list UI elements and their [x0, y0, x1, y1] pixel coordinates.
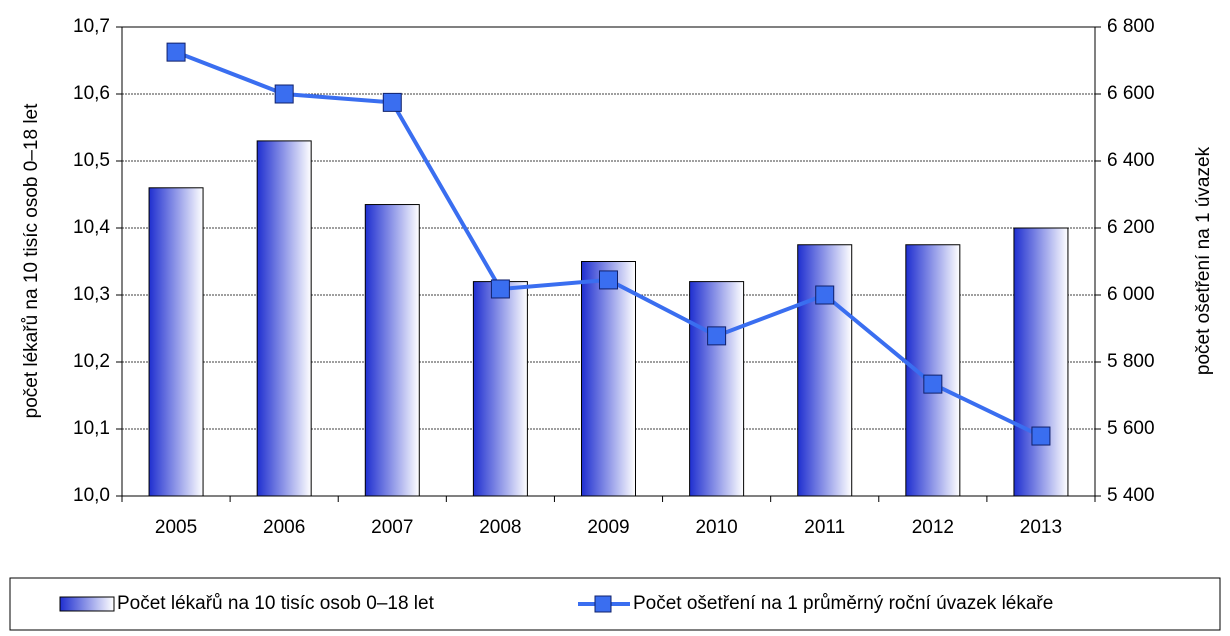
- marker: [1031, 426, 1051, 446]
- legend-box: [9, 577, 1221, 631]
- legend-swatch: [59, 596, 115, 612]
- x-tick-label: 2010: [695, 517, 737, 538]
- marker: [815, 285, 835, 305]
- y2-tick-label: 6 200: [1107, 217, 1155, 238]
- y2-tick-label: 5 600: [1107, 418, 1155, 439]
- y2-tick-label: 6 600: [1107, 83, 1155, 104]
- y2-tick-label: 5 400: [1107, 485, 1155, 506]
- marker: [166, 42, 186, 62]
- x-tick-label: 2011: [804, 517, 845, 538]
- y-tick-label: 10,4: [73, 217, 110, 238]
- y2-tick-label: 6 000: [1107, 284, 1155, 305]
- bar: [689, 281, 745, 497]
- y-tick-label: 10,2: [73, 351, 110, 372]
- bar: [364, 204, 420, 497]
- bar: [1013, 227, 1069, 497]
- bar: [581, 261, 636, 497]
- bar: [905, 244, 961, 497]
- legend-marker: [594, 595, 612, 613]
- x-tick-label: 2013: [1020, 517, 1062, 538]
- y-tick-label: 10,5: [73, 150, 110, 171]
- y-tick-label: 10,3: [73, 284, 110, 305]
- y-tick-label: 10,6: [73, 83, 110, 104]
- y2-tick-label: 6 800: [1107, 16, 1155, 37]
- y-tick-label: 10,0: [73, 485, 110, 506]
- marker: [382, 92, 402, 112]
- y2-axis-title: počet ošetření na 1 úvazek: [1193, 146, 1214, 375]
- x-tick-label: 2006: [263, 517, 305, 538]
- y-tick-label: 10,7: [73, 16, 110, 37]
- y2-tick-label: 6 400: [1107, 150, 1155, 171]
- bar: [472, 281, 528, 497]
- x-tick-label: 2007: [371, 517, 413, 538]
- legend-label: Počet lékařů na 10 tisíc osob 0–18 let: [117, 593, 435, 614]
- marker: [599, 270, 618, 290]
- y-tick-label: 10,1: [73, 418, 110, 439]
- bar: [148, 187, 204, 497]
- legend-label: Počet ošetření na 1 průměrný roční úvaze…: [633, 593, 1053, 614]
- marker: [923, 374, 943, 394]
- y2-tick-label: 5 800: [1107, 351, 1155, 372]
- y-axis-title: počet lékařů na 10 tisíc osob 0–18 let: [21, 103, 42, 418]
- x-tick-label: 2009: [587, 517, 629, 538]
- x-tick-label: 2008: [479, 517, 521, 538]
- bar: [256, 140, 312, 497]
- x-tick-label: 2005: [155, 517, 197, 538]
- marker: [274, 84, 294, 104]
- bar: [797, 244, 853, 497]
- marker: [707, 326, 727, 346]
- x-tick-label: 2012: [912, 517, 954, 538]
- marker: [490, 279, 510, 299]
